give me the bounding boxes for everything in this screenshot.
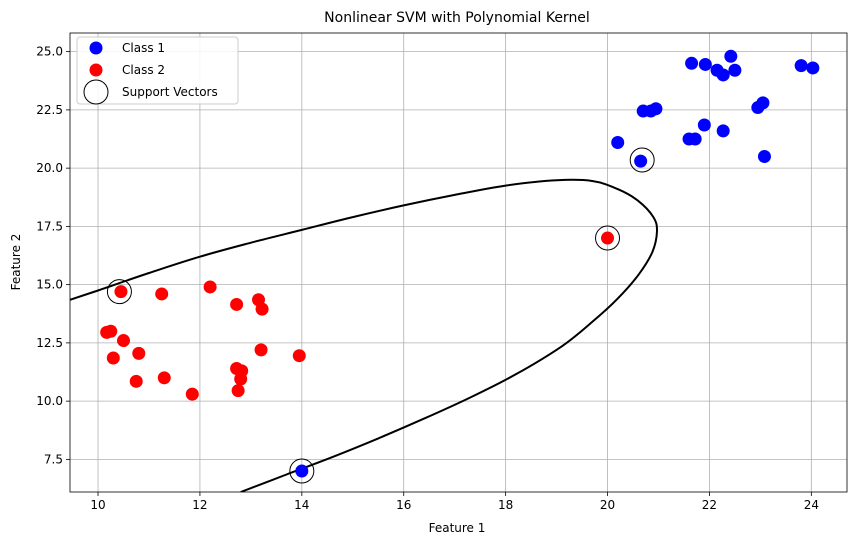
class-1-point [716,68,730,82]
class-2-point [155,287,169,301]
support-vectors-marker [629,147,655,173]
chart-title: Nonlinear SVM with Polynomial Kernel [324,10,590,26]
decision-boundary-curve [70,178,659,492]
legend: Class 1 Class 2 Support Vectors [76,36,239,105]
class-2-point [104,324,118,338]
class-2-point [255,302,269,316]
y-tick-label: 22.5 [36,103,63,117]
y-tick-label: 7.5 [44,452,63,466]
class-1-point [611,136,625,150]
class-2-point [185,387,199,401]
support-vectors-marker [595,225,621,251]
y-tick-label: 20.0 [36,161,63,175]
class-1-point [757,149,771,163]
x-tick-label: 10 [90,498,105,512]
class-1-point [688,132,702,146]
class-1-point [685,56,699,70]
x-tick-label: 12 [192,498,207,512]
legend-label-class-1: Class 1 [122,41,165,55]
class-1-point [728,63,742,77]
class-2-point [106,351,120,365]
legend-box [76,36,239,105]
class-2-point [235,364,249,378]
class-2-point [231,384,245,398]
data-points [100,49,820,484]
support-vectors-marker [289,458,315,484]
class-2-point [116,334,130,348]
class-1-point [295,464,309,478]
class-1-point [756,96,770,110]
class-2-point [292,349,306,363]
class-2-point [129,374,143,388]
x-tick-label: 20 [600,498,615,512]
y-tick-label: 12.5 [36,336,63,350]
y-tick-label: 17.5 [36,219,63,233]
class-1-point [794,59,808,73]
legend-marker-support-vectors [83,79,109,105]
support-vectors-marker [106,279,132,305]
class-2-point [132,346,146,360]
class-2-point [230,297,244,311]
grid [70,33,847,492]
axes: 10 12 14 16 18 20 22 24 7.5 10.0 12.5 15.0 17.5 20.0 2… [36,32,848,512]
x-tick-label: 24 [804,498,819,512]
x-tick-label: 14 [294,498,309,512]
legend-marker-class-2 [89,63,103,77]
x-tick-label: 22 [702,498,717,512]
class-1-point [724,49,738,63]
class-2-point [203,280,217,294]
class-1-point [806,61,820,75]
y-tick-label: 15.0 [36,278,63,292]
class-1-point [697,118,711,132]
y-tick-label: 10.0 [36,394,63,408]
x-tick-label: 18 [498,498,513,512]
y-axis-label: Feature 2 [9,234,23,291]
legend-label-class-2: Class 2 [122,63,165,77]
class-2-point [114,285,128,299]
class-1-point [698,57,712,71]
class-2-point [157,371,171,385]
plot-frame [69,32,848,493]
legend-marker-class-1 [89,41,103,55]
class-2-point [254,343,268,357]
decision-boundary [70,178,659,492]
class-1-point [634,154,648,168]
legend-label-support-vectors: Support Vectors [122,85,218,99]
class-1-point [716,124,730,138]
y-tick-label: 25.0 [36,45,63,59]
class-2-point [601,231,615,245]
x-axis-label: Feature 1 [429,521,486,535]
class-1-point [649,102,663,116]
x-tick-label: 16 [396,498,411,512]
